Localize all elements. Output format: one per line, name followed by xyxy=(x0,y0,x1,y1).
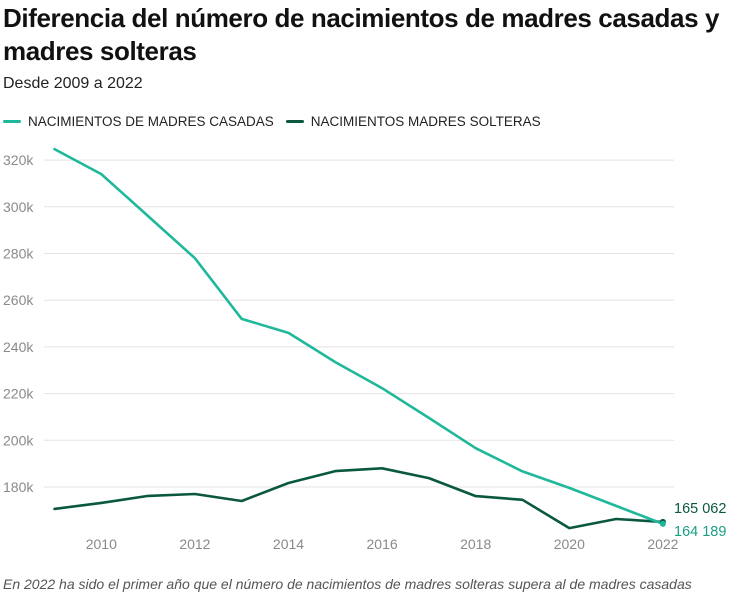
y-tick-label: 260k xyxy=(3,292,34,308)
legend-label-casadas: NACIMIENTOS DE MADRES CASADAS xyxy=(28,114,274,129)
line-chart: 180k 200k 220k 240k 260k 280k 300k 320k 2010 2012… xyxy=(3,147,726,552)
legend-swatch-casadas xyxy=(3,120,21,123)
end-label-casadas: 164 189 xyxy=(674,524,726,540)
chart-title: Diferencia del número de nacimientos de … xyxy=(3,3,720,66)
y-tick-label: 200k xyxy=(3,432,34,448)
x-tick-label: 2016 xyxy=(367,536,398,552)
y-tick-label: 220k xyxy=(3,386,34,402)
series-line-solteras xyxy=(53,466,665,530)
x-tick-label: 2020 xyxy=(554,536,585,552)
x-tick-label: 2012 xyxy=(179,536,210,552)
x-tick-label: 2010 xyxy=(86,536,117,552)
x-tick-label: 2014 xyxy=(273,536,304,552)
x-tick-label: 2022 xyxy=(647,536,678,552)
y-tick-label: 180k xyxy=(3,479,34,495)
chart-footnote: En 2022 ha sido el primer año que el núm… xyxy=(3,576,692,592)
legend-swatch-solteras xyxy=(285,120,304,123)
chart-subtitle: Desde 2009 a 2022 xyxy=(3,75,143,92)
x-tick-label: 2018 xyxy=(460,536,491,552)
y-tick-label: 240k xyxy=(3,339,34,355)
legend-item-casadas: NACIMIENTOS DE MADRES CASADAS xyxy=(3,114,274,129)
y-tick-label: 280k xyxy=(3,246,34,262)
end-point-casadas xyxy=(659,520,666,527)
end-label-solteras: 165 062 xyxy=(674,501,726,517)
y-tick-label: 300k xyxy=(3,199,34,215)
series-line-casadas xyxy=(53,147,665,526)
legend-label-solteras: NACIMIENTOS MADRES SOLTERAS xyxy=(310,114,541,129)
legend: NACIMIENTOS DE MADRES CASADAS NACIMIENTO… xyxy=(3,114,553,129)
legend-item-solteras: NACIMIENTOS MADRES SOLTERAS xyxy=(285,114,541,129)
y-tick-label: 320k xyxy=(3,152,34,168)
